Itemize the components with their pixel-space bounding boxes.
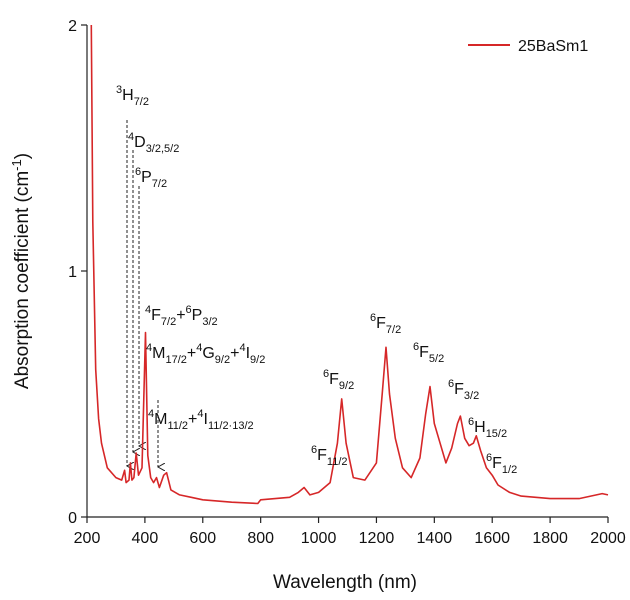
x-tick-label: 1000 — [301, 530, 337, 547]
text: D — [134, 134, 146, 151]
x-tick-label: 200 — [74, 530, 101, 547]
text: F — [419, 344, 429, 361]
subscript: 7/2 — [161, 316, 176, 328]
text: F — [317, 447, 327, 464]
transition-label: 4D3/2,5/2 — [128, 131, 179, 155]
transition-label: 4M17/2+4G9/2+4I9/2 — [146, 342, 265, 366]
text: F — [492, 455, 502, 472]
x-tick-label: 1800 — [532, 530, 568, 547]
subscript: 7/2 — [152, 178, 167, 190]
transition-label: 6F7/2 — [370, 312, 401, 336]
superscript: 4 — [146, 342, 152, 354]
superscript: 6 — [486, 452, 492, 464]
superscript: 6 — [186, 304, 192, 316]
subscript: 9/2 — [250, 354, 265, 366]
text: I — [204, 411, 208, 428]
text: + — [176, 307, 185, 324]
superscript: 3 — [116, 84, 122, 96]
transition-label: 6P7/2 — [135, 166, 167, 190]
superscript: 4 — [148, 408, 154, 420]
y-tick-label: 1 — [68, 264, 77, 281]
text: + — [230, 345, 239, 362]
y-axis-label: Absorption coefficient (cm-1) — [9, 153, 33, 389]
transition-label: 3H7/2 — [116, 84, 149, 108]
text: M — [154, 411, 167, 428]
legend-label: 25BaSm1 — [518, 38, 588, 55]
subscript: 5/2 — [429, 353, 444, 365]
text: P — [141, 169, 152, 186]
text: F — [329, 371, 339, 388]
transition-label: 6H15/2 — [468, 416, 507, 440]
x-tick-label: 1600 — [474, 530, 510, 547]
text: F — [454, 381, 464, 398]
transition-label: 4F7/2+6P3/2 — [145, 304, 218, 328]
subscript: 3/2 — [464, 390, 479, 402]
superscript: 6 — [413, 341, 419, 353]
text: P — [192, 307, 203, 324]
text: Absorption coefficient (cm — [12, 171, 33, 389]
subscript: 9/2 — [215, 354, 230, 366]
subscript: 3/2 — [202, 316, 217, 328]
superscript: 4 — [196, 342, 202, 354]
x-tick-label: 1200 — [359, 530, 395, 547]
subscript: 11/2 — [167, 420, 188, 432]
superscript: 6 — [311, 444, 317, 456]
text: + — [187, 345, 196, 362]
text: M — [152, 345, 165, 362]
text: H — [474, 419, 486, 436]
x-tick-label: 1400 — [417, 530, 453, 547]
superscript: 4 — [128, 131, 134, 143]
transition-label: 6F11/2 — [311, 444, 348, 468]
superscript: 4 — [197, 408, 203, 420]
transition-label: 6F3/2 — [448, 378, 479, 402]
superscript: 4 — [239, 342, 245, 354]
superscript: -1 — [9, 159, 24, 171]
subscript: 9/2 — [339, 380, 354, 392]
superscript: 6 — [370, 312, 376, 324]
subscript: 11/2 — [327, 456, 348, 468]
subscript: 7/2 — [386, 324, 401, 336]
text: H — [122, 87, 134, 104]
y-tick-label: 0 — [68, 510, 77, 527]
text: G — [202, 345, 214, 362]
text: F — [376, 315, 386, 332]
subscript: 7/2 — [134, 96, 149, 108]
x-tick-label: 800 — [247, 530, 274, 547]
subscript: 3/2,5/2 — [146, 143, 180, 155]
text: + — [188, 411, 197, 428]
superscript: 6 — [468, 416, 474, 428]
text: F — [151, 307, 161, 324]
subscript: 15/2 — [486, 428, 507, 440]
transition-label: 6F1/2 — [486, 452, 517, 476]
superscript: 4 — [145, 304, 151, 316]
transition-label: 6F5/2 — [413, 341, 444, 365]
superscript: 6 — [135, 166, 141, 178]
y-tick-label: 2 — [68, 18, 77, 35]
superscript: 6 — [323, 368, 329, 380]
subscript: 17/2 — [165, 354, 186, 366]
x-tick-label: 600 — [189, 530, 216, 547]
x-tick-label: 400 — [132, 530, 159, 547]
x-axis-label: Wavelength (nm) — [273, 572, 417, 593]
annotation-arrows — [127, 120, 158, 467]
subscript: 1/2 — [502, 464, 517, 476]
subscript: 11/2·13/2 — [208, 420, 254, 432]
transition-label: 6F9/2 — [323, 368, 354, 392]
text: I — [246, 345, 250, 362]
spectrum-line — [90, 24, 609, 505]
text: ) — [12, 153, 33, 159]
x-tick-label: 2000 — [590, 530, 626, 547]
transition-label: 4M11/2+4I11/2·13/2 — [148, 408, 254, 432]
superscript: 6 — [448, 378, 454, 390]
